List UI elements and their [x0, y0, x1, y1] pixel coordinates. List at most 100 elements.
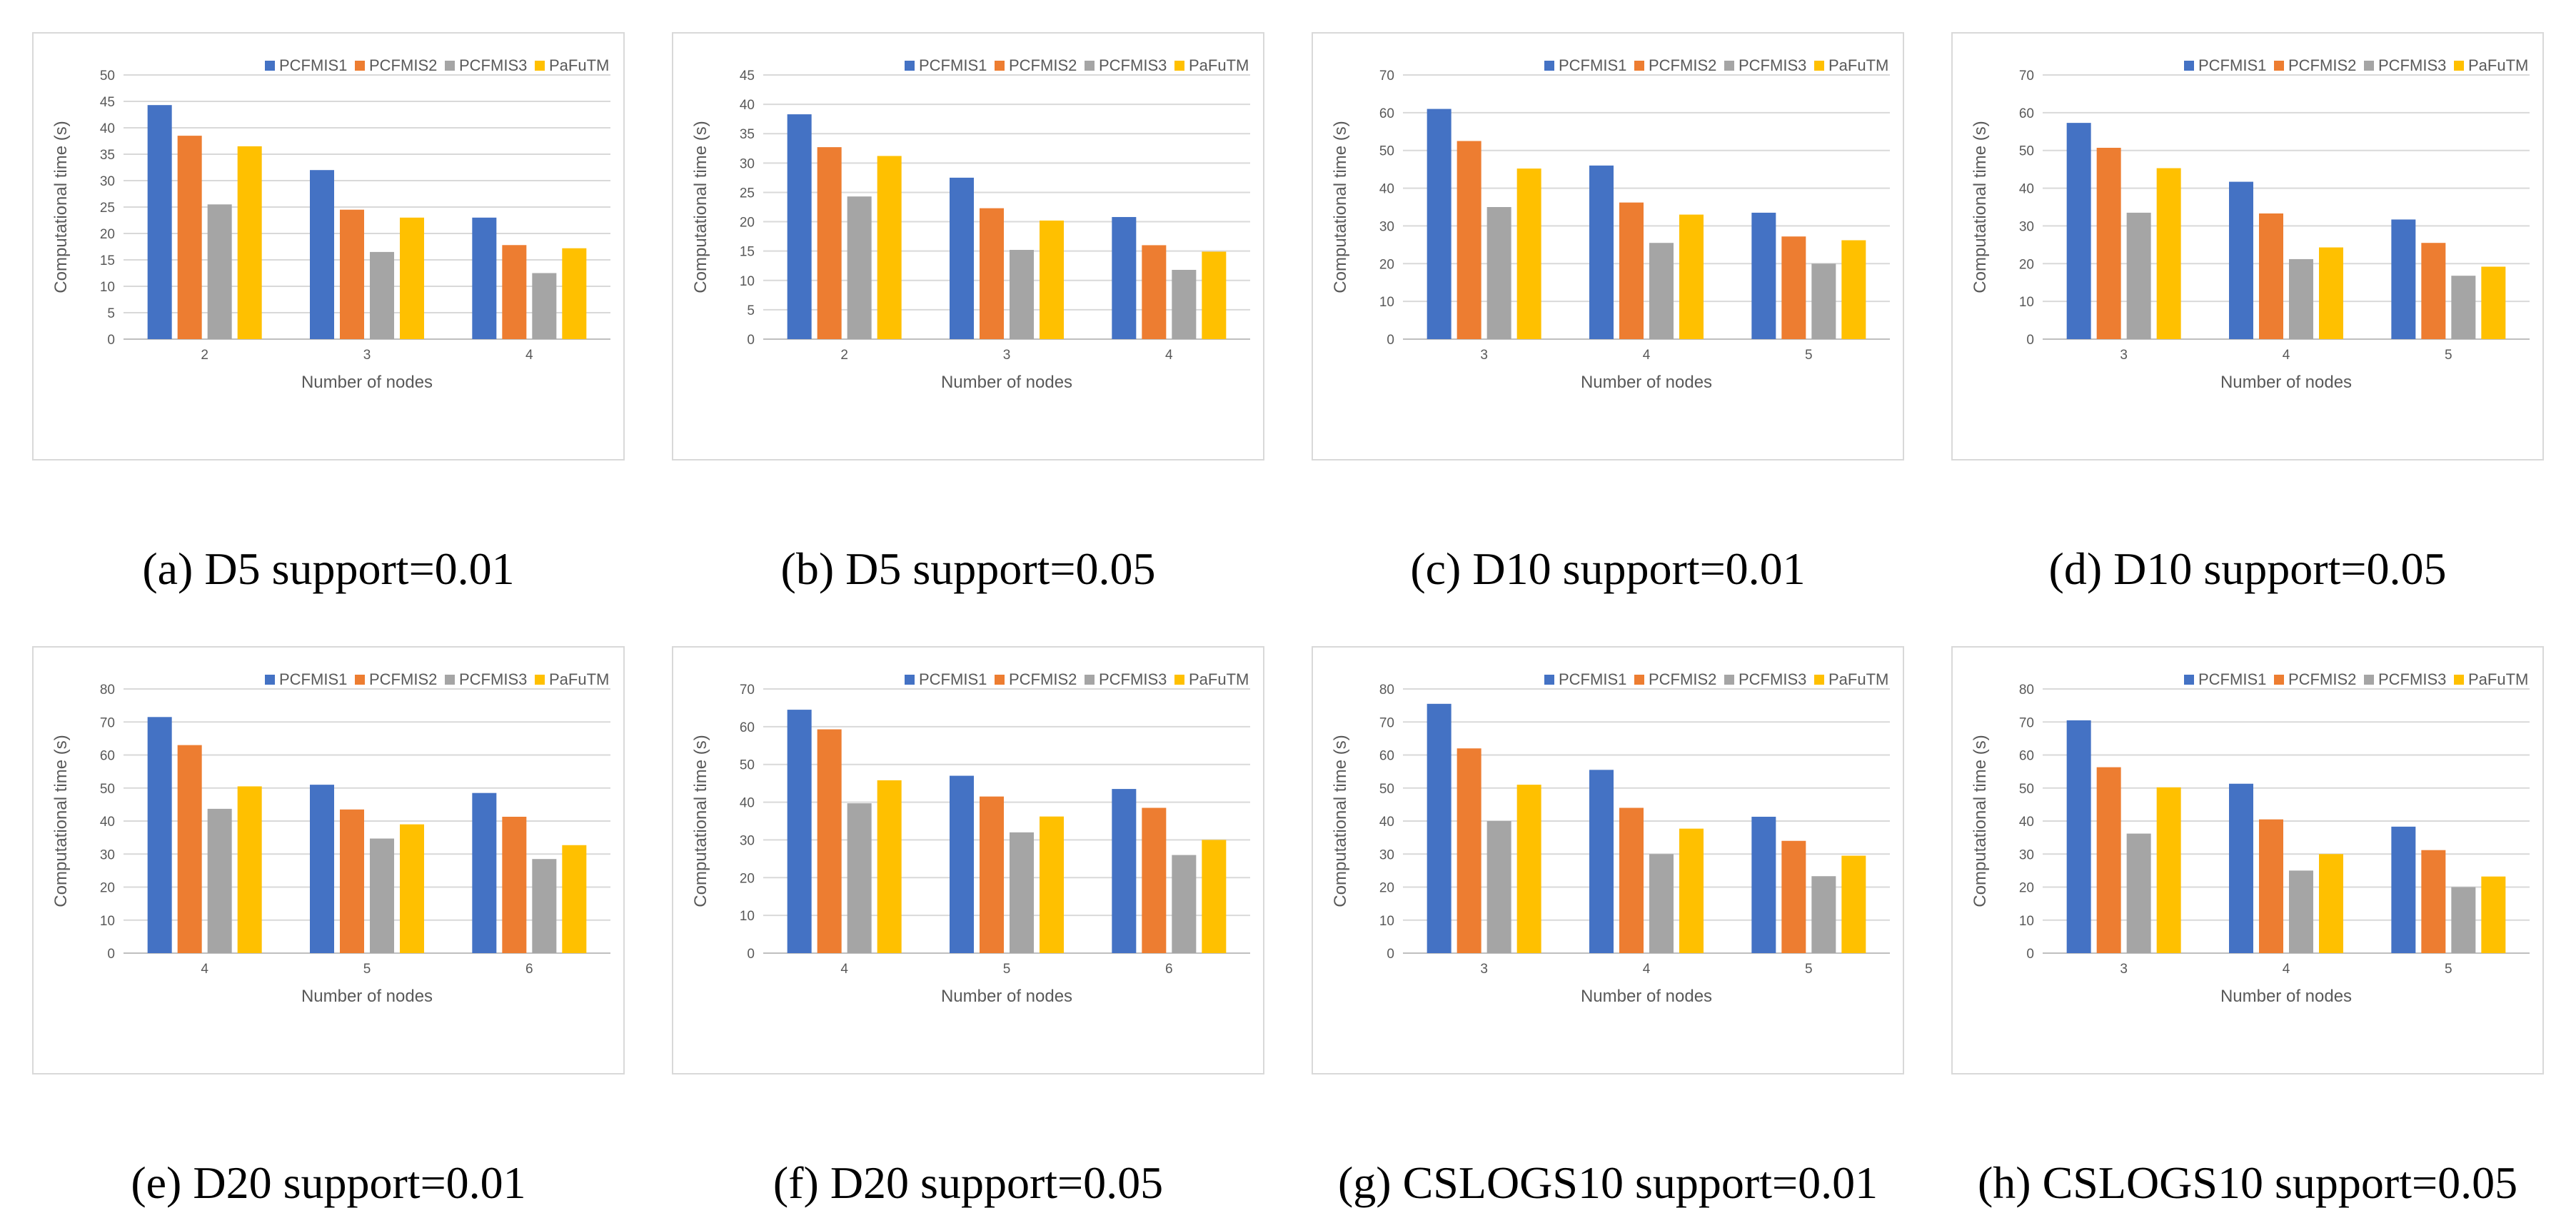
- legend-swatch: [1174, 675, 1184, 685]
- x-tick-label: 5: [2445, 348, 2452, 363]
- legend-swatch: [2364, 675, 2374, 685]
- legend-label: PaFuTM: [2468, 670, 2528, 688]
- legend-label: PCFMIS3: [2378, 56, 2446, 74]
- legend-swatch: [2454, 61, 2464, 71]
- bar-pcfmis2: [2421, 243, 2446, 339]
- legend-label: PCFMIS3: [1739, 56, 1806, 74]
- bar-pcfmis1: [787, 710, 812, 953]
- x-tick-label: 4: [201, 962, 208, 977]
- legend-swatch: [2184, 61, 2194, 71]
- bar-pcfmis3: [1486, 207, 1511, 339]
- panel-c: 0 10 20 30 40 50 60 70 3 4 5 Number of nodes Computa…: [1312, 32, 1904, 594]
- y-tick-label: 45: [100, 95, 115, 110]
- legend-label: PCFMIS1: [1559, 670, 1626, 688]
- bar-pafutm: [1040, 220, 1064, 339]
- bar-pcfmis3: [1010, 832, 1034, 953]
- bar-pcfmis3: [2289, 258, 2313, 339]
- bar-pafutm: [877, 156, 902, 339]
- legend-label: PaFuTM: [1189, 670, 1249, 688]
- y-tick-label: 0: [1387, 333, 1394, 348]
- legend-swatch: [535, 61, 545, 71]
- y-tick-label: 60: [2019, 749, 2034, 764]
- x-tick-label: 5: [1003, 962, 1011, 977]
- y-tick-label: 20: [100, 881, 115, 896]
- legend-label: PCFMIS1: [2198, 670, 2266, 688]
- x-tick-label: 3: [1003, 348, 1011, 363]
- x-axis-title: Number of nodes: [2220, 987, 2352, 1006]
- x-tick-label: 4: [1165, 348, 1173, 363]
- x-tick-label: 4: [2283, 962, 2290, 977]
- bar-pcfmis3: [1811, 876, 1836, 953]
- x-axis-title: Number of nodes: [941, 987, 1072, 1006]
- bar-pcfmis1: [2391, 826, 2416, 953]
- legend-swatch: [995, 61, 1005, 71]
- legend-swatch: [2274, 61, 2284, 71]
- x-axis-title: Number of nodes: [1581, 373, 1712, 392]
- y-axis-title: Computational time (s): [1331, 735, 1350, 907]
- legend-swatch: [905, 61, 915, 71]
- y-tick-label: 10: [1379, 914, 1394, 929]
- legend-label: PaFuTM: [549, 56, 609, 74]
- y-tick-label: 60: [740, 720, 755, 735]
- legend-label: PCFMIS2: [369, 56, 437, 74]
- y-tick-label: 50: [2019, 144, 2034, 159]
- bar-chart-a: 0 5 10 15 20 25 30 35 40 45 50 2 3 4 Number of nodes Co…: [51, 56, 610, 392]
- bar-pafutm: [2481, 266, 2506, 339]
- x-tick-label: 5: [1805, 962, 1813, 977]
- legend-label: PaFuTM: [549, 670, 609, 688]
- bar-pcfmis2: [2259, 213, 2283, 339]
- x-tick-label: 4: [2283, 348, 2290, 363]
- x-tick-label: 5: [363, 962, 371, 977]
- legend-swatch: [445, 675, 455, 685]
- x-axis-title: Number of nodes: [1581, 987, 1712, 1006]
- bar-pcfmis3: [370, 251, 394, 339]
- bar-chart-g: 0 10 20 30 40 50 60 70 80 3 4 5 Number of nodes Compu…: [1331, 670, 1890, 1006]
- bar-pcfmis1: [472, 217, 497, 339]
- legend-label: PCFMIS2: [2288, 670, 2356, 688]
- bar-pcfmis1: [147, 717, 172, 953]
- bar-pcfmis1: [310, 785, 334, 953]
- bar-pcfmis1: [1589, 770, 1614, 953]
- bar-pafutm: [2319, 247, 2343, 339]
- bar-pcfmis1: [1112, 216, 1137, 339]
- x-tick-label: 4: [1643, 962, 1651, 977]
- bar-pafutm: [1679, 214, 1704, 339]
- x-tick-label: 3: [363, 348, 371, 363]
- bar-pcfmis1: [1427, 109, 1451, 340]
- bar-pcfmis3: [207, 808, 232, 953]
- legend-label: PCFMIS3: [1739, 670, 1806, 688]
- y-axis-title: Computational time (s): [1971, 121, 1990, 293]
- legend-swatch: [1634, 675, 1644, 685]
- x-axis-title: Number of nodes: [301, 373, 433, 392]
- y-tick-label: 0: [747, 947, 755, 962]
- y-tick-label: 15: [740, 245, 755, 260]
- bar-pcfmis2: [2259, 819, 2283, 953]
- legend-swatch: [1724, 675, 1734, 685]
- y-tick-label: 80: [1379, 683, 1394, 698]
- y-tick-label: 20: [740, 871, 755, 886]
- y-tick-label: 50: [100, 782, 115, 797]
- y-axis-title: Computational time (s): [51, 735, 71, 907]
- panel-a: 0 5 10 15 20 25 30 35 40 45 50 2 3 4 Number of nodes Co…: [32, 32, 625, 594]
- caption-c: (c) D10 support=0.01: [1410, 543, 1806, 594]
- legend-label: PCFMIS3: [459, 670, 527, 688]
- y-tick-label: 25: [100, 201, 115, 216]
- legend-swatch: [1724, 61, 1734, 71]
- y-tick-label: 80: [100, 683, 115, 698]
- bar-pcfmis2: [177, 745, 202, 953]
- bar-pcfmis3: [1811, 263, 1836, 339]
- y-tick-label: 20: [740, 216, 755, 231]
- bar-pcfmis2: [1142, 245, 1167, 339]
- legend-swatch: [535, 675, 545, 685]
- x-tick-label: 4: [840, 962, 848, 977]
- y-tick-label: 40: [740, 98, 755, 113]
- bar-chart-d: 0 10 20 30 40 50 60 70 3 4 5 Number of nodes Computa…: [1971, 56, 2530, 392]
- x-tick-label: 3: [1480, 348, 1488, 363]
- bar-pafutm: [1202, 840, 1227, 953]
- bar-pcfmis3: [532, 859, 557, 953]
- legend-swatch: [2364, 61, 2374, 71]
- y-tick-label: 40: [740, 796, 755, 811]
- y-tick-label: 60: [2019, 106, 2034, 121]
- bar-pcfmis2: [817, 147, 842, 339]
- y-tick-label: 30: [740, 833, 755, 848]
